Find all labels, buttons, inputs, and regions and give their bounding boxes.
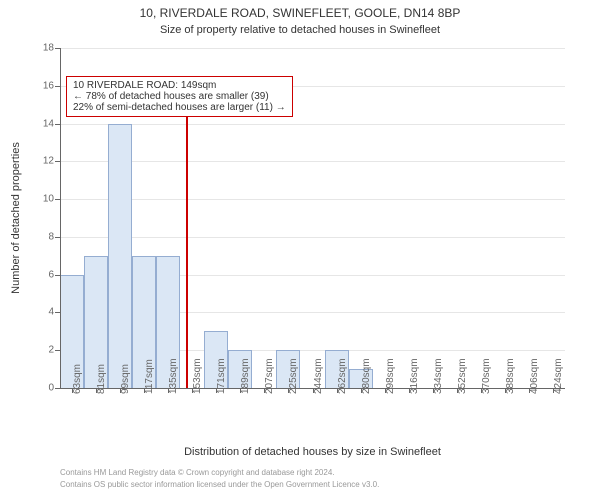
gridline <box>60 161 565 162</box>
y-tick-label: 6 <box>48 269 60 280</box>
x-tick-label: 63sqm <box>66 364 83 394</box>
gridline <box>60 48 565 49</box>
gridline <box>60 199 565 200</box>
y-tick-label: 0 <box>48 383 60 394</box>
x-tick-label: 99sqm <box>114 364 131 394</box>
y-axis-title: Number of detached properties <box>10 142 22 294</box>
y-tick-label: 16 <box>43 80 60 91</box>
annotation-line-3: 22% of semi-detached houses are larger (… <box>73 102 286 113</box>
footer-line-1: Contains HM Land Registry data © Crown c… <box>60 468 335 477</box>
y-tick-label: 12 <box>43 156 60 167</box>
gridline <box>60 237 565 238</box>
y-axis-line <box>60 48 61 388</box>
chart-subtitle: Size of property relative to detached ho… <box>0 24 600 36</box>
annotation-line-2: ← 78% of detached houses are smaller (39… <box>73 91 286 102</box>
footer-line-2: Contains OS public sector information li… <box>60 480 379 489</box>
y-tick-label: 2 <box>48 345 60 356</box>
chart-title: 10, RIVERDALE ROAD, SWINEFLEET, GOOLE, D… <box>0 6 600 20</box>
y-tick-label: 14 <box>43 118 60 129</box>
y-tick-label: 8 <box>48 231 60 242</box>
y-tick-label: 18 <box>43 43 60 54</box>
annotation-box: 10 RIVERDALE ROAD: 149sqm← 78% of detach… <box>66 76 293 117</box>
plot-area: 02468101214161863sqm81sqm99sqm117sqm135s… <box>60 48 565 388</box>
y-tick-label: 4 <box>48 307 60 318</box>
histogram-bar <box>108 124 132 388</box>
chart-root: { "title_line1": "10, RIVERDALE ROAD, SW… <box>0 0 600 500</box>
x-axis-title: Distribution of detached houses by size … <box>60 446 565 458</box>
gridline <box>60 124 565 125</box>
x-tick-label: 81sqm <box>90 364 107 394</box>
y-tick-label: 10 <box>43 194 60 205</box>
property-marker-line <box>186 90 188 388</box>
annotation-line-1: 10 RIVERDALE ROAD: 149sqm <box>73 80 286 91</box>
x-axis-line <box>60 388 565 389</box>
